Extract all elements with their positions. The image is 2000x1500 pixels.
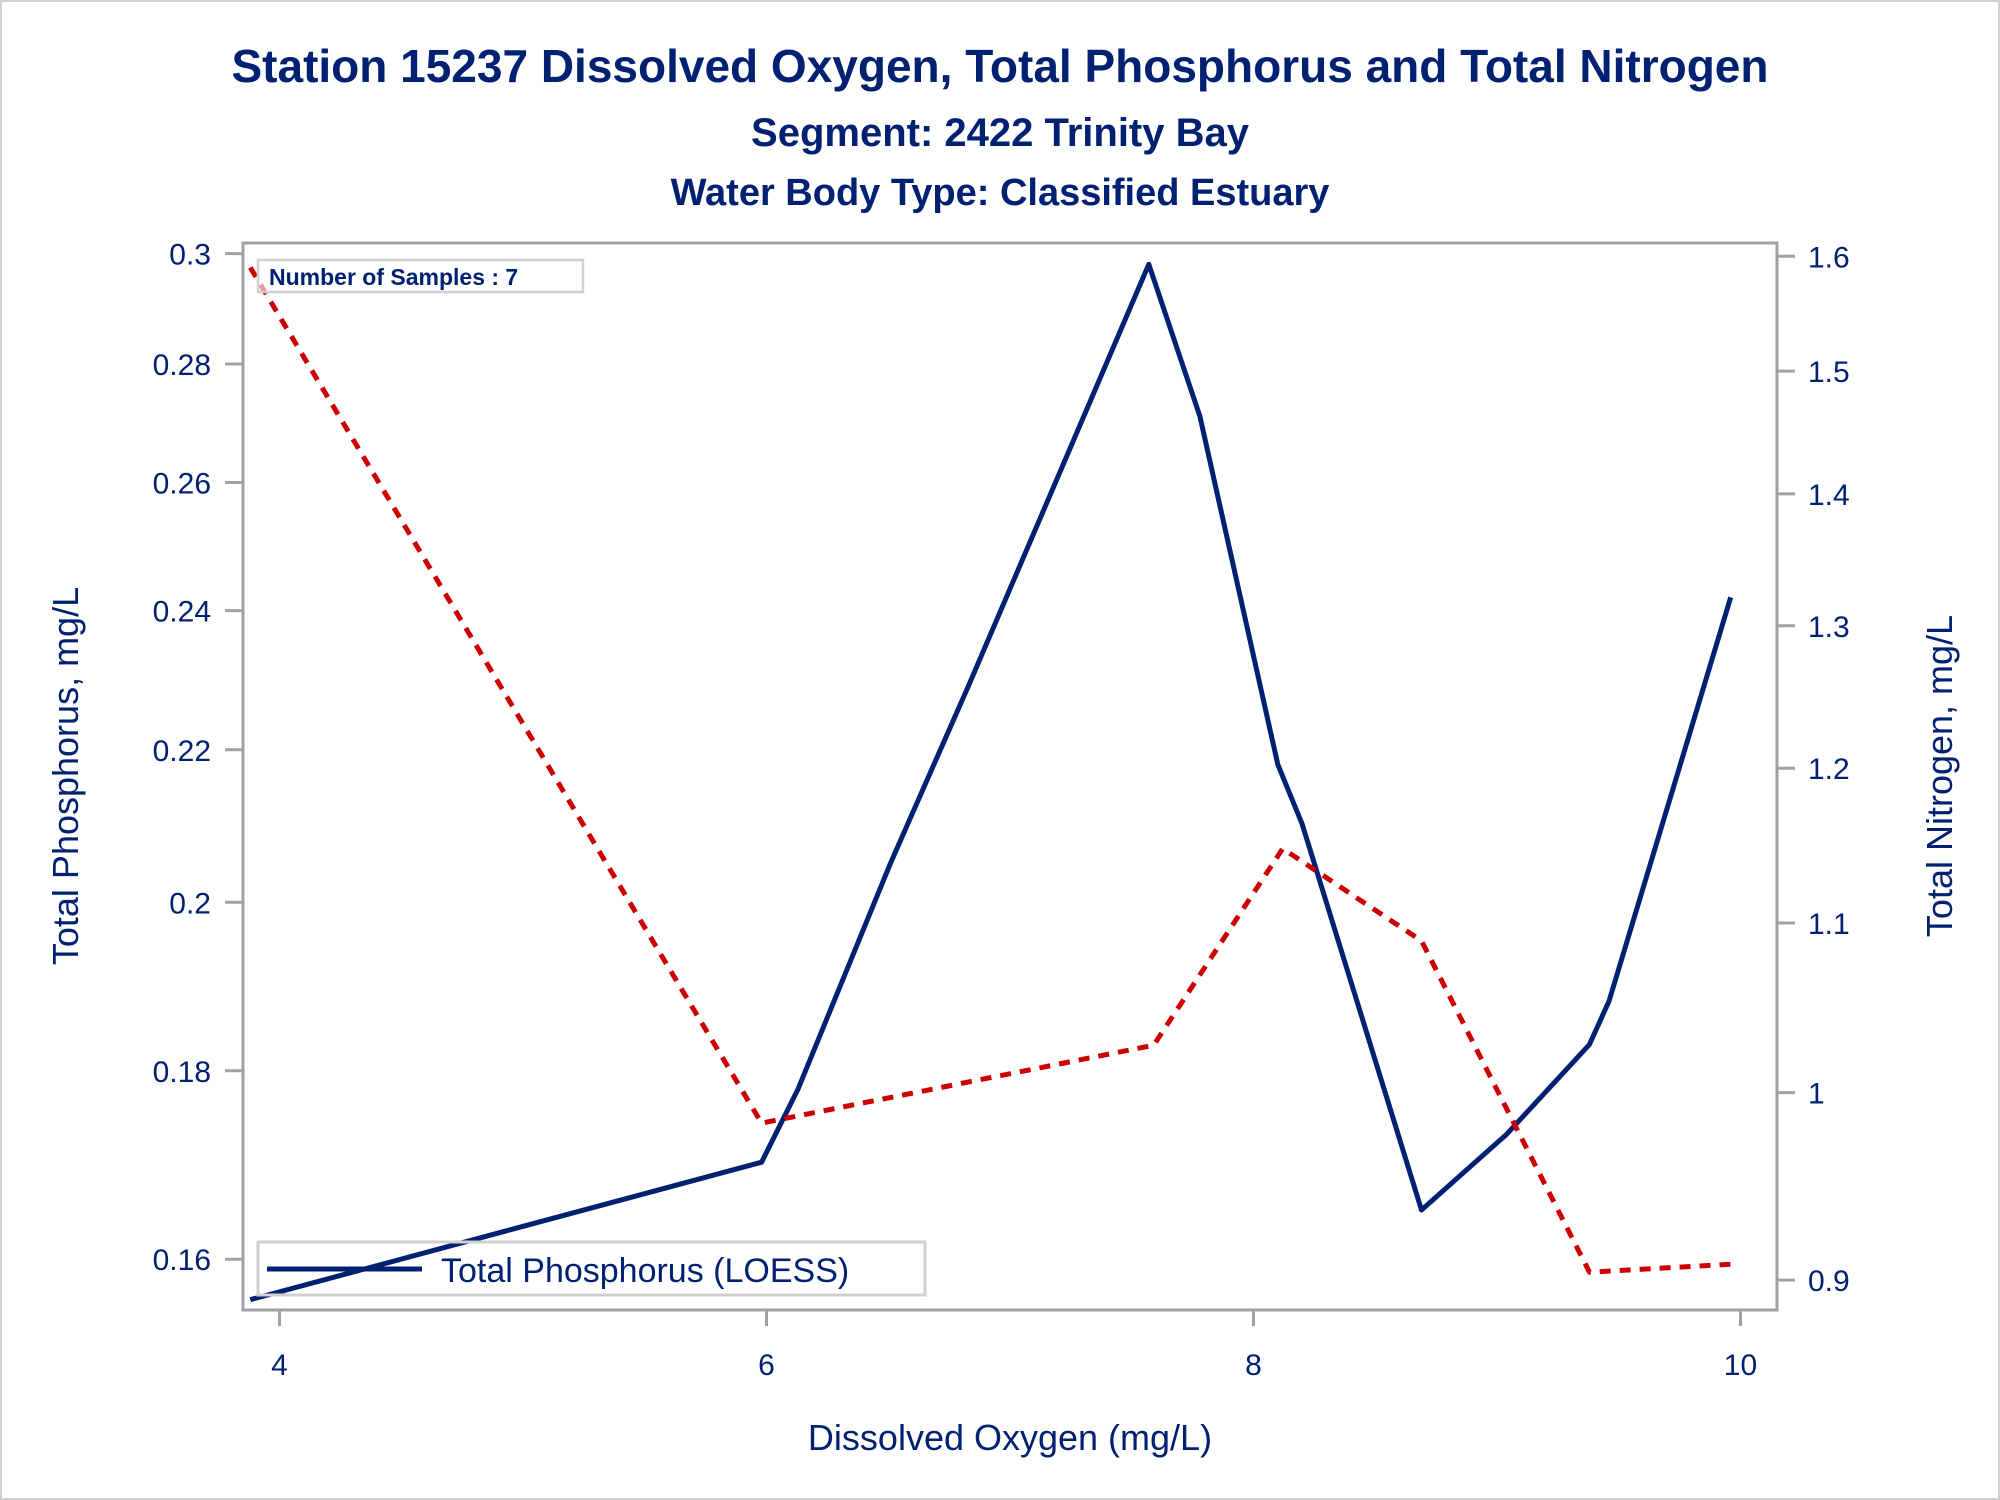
y-axis-label: Total Phosphorus, mg/L xyxy=(45,587,86,965)
y-tick-label: 0.3 xyxy=(169,239,211,272)
y2-tick-label: 1.5 xyxy=(1808,356,1850,389)
chart-subtitle-2: Water Body Type: Classified Estuary xyxy=(671,172,1330,214)
y2-tick-label: 1.1 xyxy=(1808,908,1850,941)
y-tick-label: 0.26 xyxy=(153,468,211,501)
y2-tick-label: 1.3 xyxy=(1808,611,1850,644)
y2-tick-label: 0.9 xyxy=(1808,1265,1850,1298)
plot-area-border xyxy=(241,241,1779,1312)
y-tick-label: 0.2 xyxy=(169,887,211,920)
y2-tick-label: 1 xyxy=(1808,1078,1825,1111)
legend-label-phosphorus: Total Phosphorus (LOESS) xyxy=(441,1252,849,1290)
y2-axis-label: Total Nitrogen, mg/L xyxy=(1919,615,1960,937)
legend: Total Phosphorus (LOESS) xyxy=(256,1240,927,1297)
annotation-box xyxy=(256,258,585,294)
x-tick-label: 10 xyxy=(1724,1349,1757,1382)
sample-count-annotation: Number of Samples : 7 xyxy=(256,258,585,294)
y-tick-label: 0.18 xyxy=(153,1056,211,1089)
y2-tick-label: 1.2 xyxy=(1808,753,1850,786)
x-axis: 4 6 8 10 xyxy=(271,1310,1757,1382)
annotation-text: Number of Samples : 7 xyxy=(269,264,518,290)
y-axis-left: 0.16 0.18 0.2 0.22 0.24 0.26 0.28 0.3 xyxy=(153,239,243,1277)
x-tick-label: 4 xyxy=(271,1349,288,1382)
x-axis-label: Dissolved Oxygen (mg/L) xyxy=(808,1417,1212,1458)
legend-box xyxy=(256,1240,927,1297)
chart-subtitle: Segment: 2422 Trinity Bay xyxy=(751,111,1250,155)
series-group xyxy=(248,261,1734,1303)
x-tick-label: 6 xyxy=(758,1349,775,1382)
chart-title: Station 15237 Dissolved Oxygen, Total Ph… xyxy=(231,40,1768,92)
series-line-phosphorus xyxy=(249,261,1734,1303)
y2-tick-label: 1.4 xyxy=(1808,479,1850,512)
y-tick-label: 0.28 xyxy=(153,349,211,382)
y-tick-label: 0.22 xyxy=(153,735,211,768)
y-tick-label: 0.16 xyxy=(153,1244,211,1277)
x-tick-label: 8 xyxy=(1245,1349,1262,1382)
y-axis-right: 0.9 1 1.1 1.2 1.3 1.4 1.5 1.6 xyxy=(1777,241,1850,1298)
y2-tick-label: 1.6 xyxy=(1808,241,1850,274)
y-tick-label: 0.24 xyxy=(153,596,211,629)
series-line-nitrogen xyxy=(248,266,1731,1275)
